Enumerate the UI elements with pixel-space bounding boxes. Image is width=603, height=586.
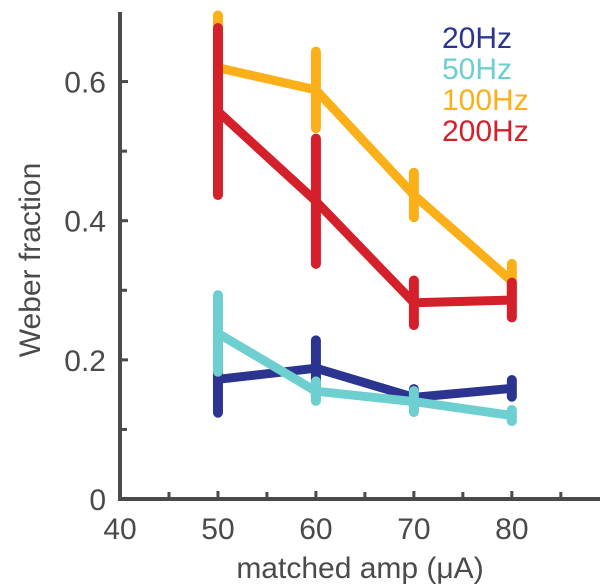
- x-tick-label: 50: [201, 513, 234, 546]
- data-point-20hz: [507, 383, 517, 393]
- series-layer: [212, 10, 517, 427]
- y-axis-label: Weber fraction: [14, 163, 47, 358]
- data-point-200hz: [507, 295, 517, 305]
- data-point-50hz: [409, 397, 419, 407]
- data-point-200hz: [311, 196, 321, 206]
- data-point-20hz: [213, 374, 223, 384]
- y-tick-label: 0.2: [64, 345, 106, 378]
- series-line-200hz: [214, 108, 512, 308]
- legend-item-20hz: 20Hz: [442, 22, 512, 55]
- data-point-50hz: [507, 411, 517, 421]
- series-line-50hz: [215, 329, 513, 420]
- legend-item-200hz: 200Hz: [442, 115, 529, 148]
- x-tick-label: 40: [103, 513, 136, 546]
- legend-item-50hz: 50Hz: [442, 53, 512, 86]
- series-line-100hz: [217, 63, 515, 285]
- data-point-100hz: [311, 85, 321, 95]
- x-tick-label: 70: [397, 513, 430, 546]
- y-tick-label: 0: [89, 484, 106, 517]
- y-tick-label: 0.6: [64, 67, 106, 100]
- series-200hz: [212, 23, 517, 331]
- data-point-20hz: [311, 363, 321, 373]
- x-tick-label: 80: [495, 513, 528, 546]
- x-axis-label: matched amp (μA): [236, 552, 483, 585]
- data-point-200hz: [409, 298, 419, 308]
- x-tick-label: 60: [299, 513, 332, 546]
- series-line-20hz: [217, 363, 513, 402]
- series-20hz: [212, 335, 517, 418]
- data-point-50hz: [311, 386, 321, 396]
- data-point-100hz: [409, 190, 419, 200]
- series-50hz: [212, 290, 517, 427]
- legend-item-100hz: 100Hz: [442, 84, 529, 117]
- y-tick-label: 0.4: [64, 206, 106, 239]
- data-point-200hz: [213, 106, 223, 116]
- axes: 0 0.2 0.4 0.6 40 50 60 70 80: [64, 12, 600, 546]
- data-point-50hz: [213, 328, 223, 338]
